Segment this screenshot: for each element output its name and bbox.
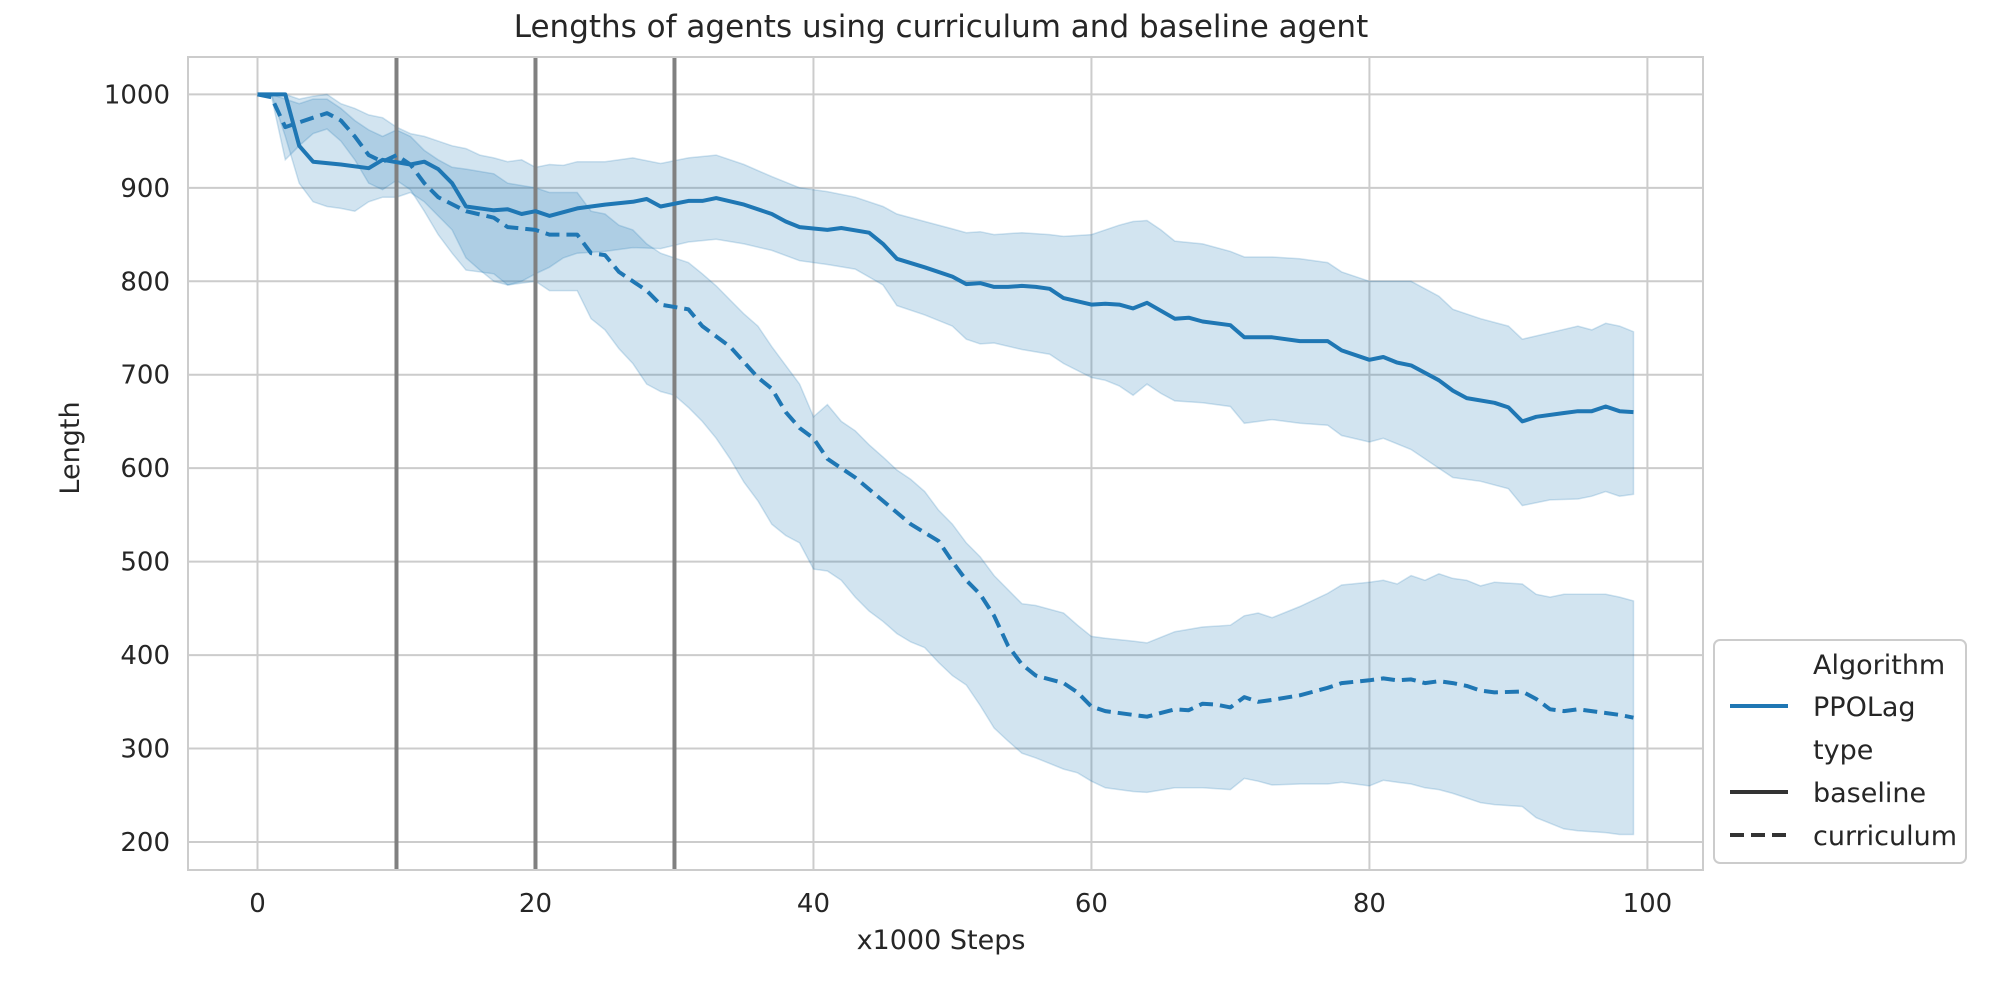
y-tick-label: 900	[120, 174, 170, 204]
legend-box	[1713, 639, 1967, 864]
line-baseline	[257, 92, 1634, 424]
x-tick-label: 0	[249, 889, 266, 919]
x-tick-label: 60	[1075, 889, 1108, 919]
legend-title-type: type	[1813, 735, 1873, 766]
x-tick-label: 80	[1353, 889, 1386, 919]
y-tick-labels: 200 300 400 500 600 700 800 900 1000	[104, 80, 170, 858]
y-tick-label: 200	[120, 828, 170, 858]
y-axis-label: Length	[55, 401, 86, 494]
plot-frame	[187, 56, 1704, 871]
y-tick-label: 300	[120, 735, 170, 765]
legend-title-algorithm: Algorithm	[1813, 650, 1945, 681]
y-tick-label: 600	[120, 454, 170, 484]
y-tick-label: 400	[120, 641, 170, 671]
legend: Algorithm PPOLag type baseline curriculu…	[1713, 639, 1967, 864]
y-tick-label: 800	[120, 267, 170, 297]
y-tick-label: 500	[120, 548, 170, 578]
legend-label-curriculum: curriculum	[1813, 821, 1957, 852]
x-axis-label: x1000 Steps	[857, 925, 1026, 956]
legend-label-baseline: baseline	[1813, 778, 1926, 809]
x-tick-label: 100	[1623, 889, 1673, 919]
x-tick-label: 20	[519, 889, 552, 919]
x-tick-label: 40	[797, 889, 830, 919]
line-curriculum	[257, 92, 1634, 720]
y-tick-label: 1000	[104, 80, 170, 110]
gridlines	[188, 57, 1703, 870]
series-lines	[257, 92, 1634, 720]
curriculum-stage-lines	[394, 57, 677, 870]
legend-label-ppolag: PPOLag	[1813, 692, 1916, 723]
chart-title: Lengths of agents using curriculum and b…	[514, 9, 1368, 45]
x-tick-labels: 0 20 40 60 80 100	[249, 889, 1672, 919]
band-baseline	[257, 93, 1635, 507]
y-tick-label: 700	[120, 361, 170, 391]
